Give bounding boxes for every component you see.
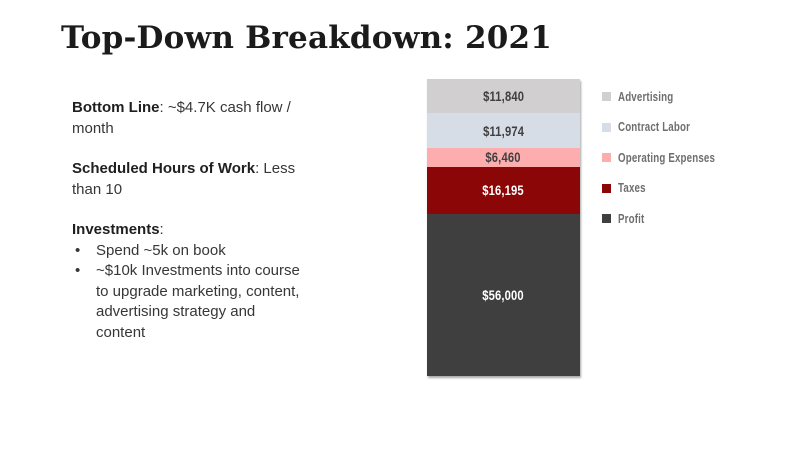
segment-value-label: $6,460 — [485, 149, 522, 166]
stacked-bar-2021: $11,840 $11,974 $6,460 $16,195 $56,000 — [427, 79, 580, 376]
legend-swatch-icon — [602, 183, 611, 193]
segment-value-label: $56,000 — [482, 286, 525, 303]
legend-label: Taxes — [618, 181, 646, 195]
legend-swatch-icon — [602, 122, 611, 132]
legend-label: Contract Labor — [618, 120, 691, 134]
legend-label: Advertising — [618, 89, 674, 104]
legend-label: Profit — [618, 211, 645, 226]
slide-title: Top-Down Breakdown: 2021 — [61, 20, 553, 56]
note-investments: Investments: — [72, 220, 377, 241]
bar-segment-taxes: $16,195 — [427, 166, 580, 214]
note-scheduled-hours: Scheduled Hours of Work: Less than 10 — [72, 159, 377, 200]
legend-swatch-icon — [602, 92, 611, 101]
note-investments-text: : — [159, 221, 164, 238]
legend-item-profit: Profit — [602, 211, 742, 226]
segment-value-label: $11,974 — [482, 122, 524, 139]
note-scheduled-hours-label: Scheduled Hours of Work — [72, 160, 256, 177]
note-scheduled-hours-text: : Less than 10 — [72, 160, 296, 198]
bar-segment-profit: $56,000 — [427, 213, 580, 376]
bar-segment-contract-labor: $11,974 — [427, 113, 580, 149]
legend-item-taxes: Taxes — [602, 181, 742, 195]
note-bottom-line-text: : ~$4.7K cash flow / month — [72, 99, 291, 137]
legend-item-advertising: Advertising — [602, 89, 742, 104]
note-bottom-line-label: Bottom Line — [72, 99, 160, 116]
legend-swatch-icon — [602, 153, 611, 162]
bullet-item: ~$10k Investments into course to upgrade… — [72, 261, 377, 343]
legend-swatch-icon — [602, 214, 611, 223]
segment-value-label: $11,840 — [482, 88, 524, 105]
note-investments-label: Investments — [72, 221, 160, 238]
notes-block: Bottom Line: ~$4.7K cash flow / month Sc… — [72, 98, 377, 343]
legend-item-contract-labor: Contract Labor — [602, 120, 742, 134]
bar-segment-operating-expenses: $6,460 — [427, 148, 580, 167]
chart-legend: Advertising Contract Labor Operating Expen… — [602, 90, 742, 243]
segment-value-label: $16,195 — [482, 182, 525, 199]
legend-label: Operating Expenses — [618, 150, 716, 165]
note-bottom-line: Bottom Line: ~$4.7K cash flow / month — [72, 98, 377, 139]
legend-item-operating-expenses: Operating Expenses — [602, 150, 742, 165]
bar-segment-advertising: $11,840 — [427, 79, 580, 114]
bullet-item: Spend ~5k on book — [72, 241, 377, 262]
investments-bullet-list: Spend ~5k on book ~$10k Investments into… — [72, 241, 377, 344]
